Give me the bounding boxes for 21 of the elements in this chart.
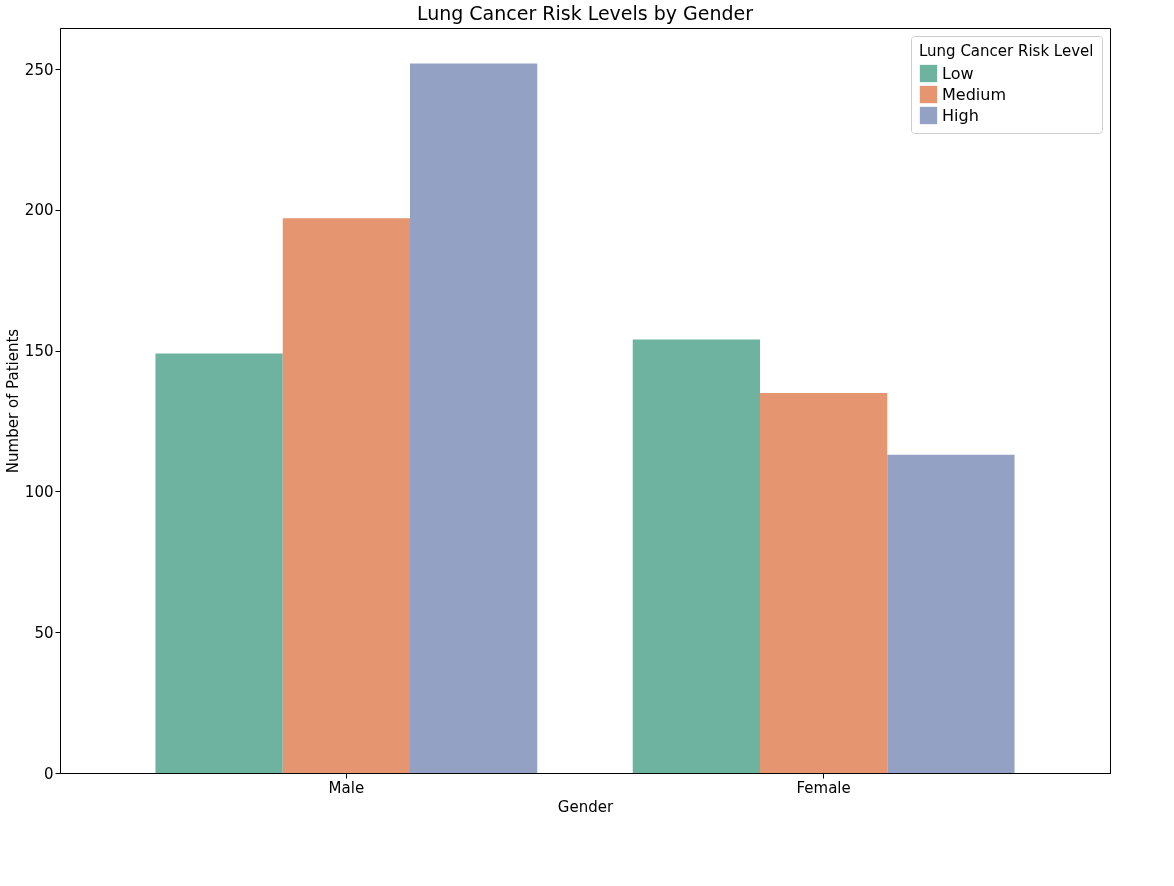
legend-title: Lung Cancer Risk Level <box>919 42 1094 60</box>
y-tick-label: 100 <box>24 482 54 501</box>
y-axis-title: Number of Patients <box>3 328 22 474</box>
bar <box>632 339 760 773</box>
legend-label: Low <box>942 63 974 83</box>
legend-label: Medium <box>942 84 1006 104</box>
y-tick-label: 150 <box>24 342 54 361</box>
x-tick-label: Male <box>328 778 365 797</box>
bar <box>410 63 538 773</box>
y-tick-label: 50 <box>34 623 54 642</box>
x-axis-title: Gender <box>557 797 614 816</box>
legend-label: High <box>942 105 979 125</box>
bar <box>155 353 283 773</box>
y-tick-label: 0 <box>43 764 54 783</box>
y-tick-label: 200 <box>24 201 54 220</box>
bar <box>760 392 888 773</box>
bar <box>887 454 1015 773</box>
chart-title: Lung Cancer Risk Levels by Gender <box>416 2 754 24</box>
y-tick-label: 250 <box>24 60 54 79</box>
bar <box>282 218 410 773</box>
x-tick-label: Female <box>796 778 851 797</box>
